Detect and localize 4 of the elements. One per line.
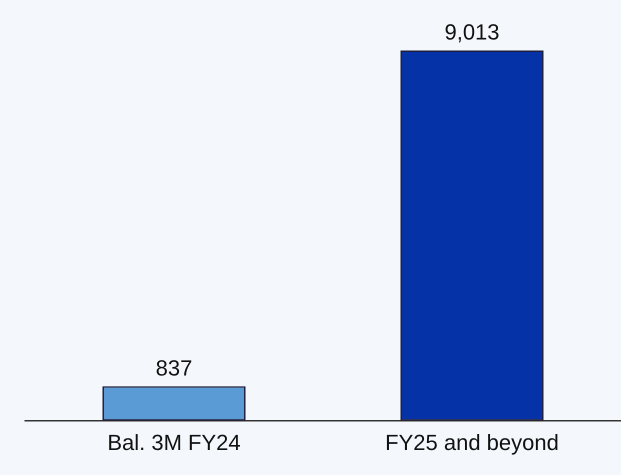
x-tick-label: Bal. 3M FY24 <box>107 430 241 455</box>
x-tick-label: FY25 and beyond <box>385 430 559 455</box>
data-label: 837 <box>156 355 192 380</box>
data-label: 9,013 <box>444 20 500 45</box>
